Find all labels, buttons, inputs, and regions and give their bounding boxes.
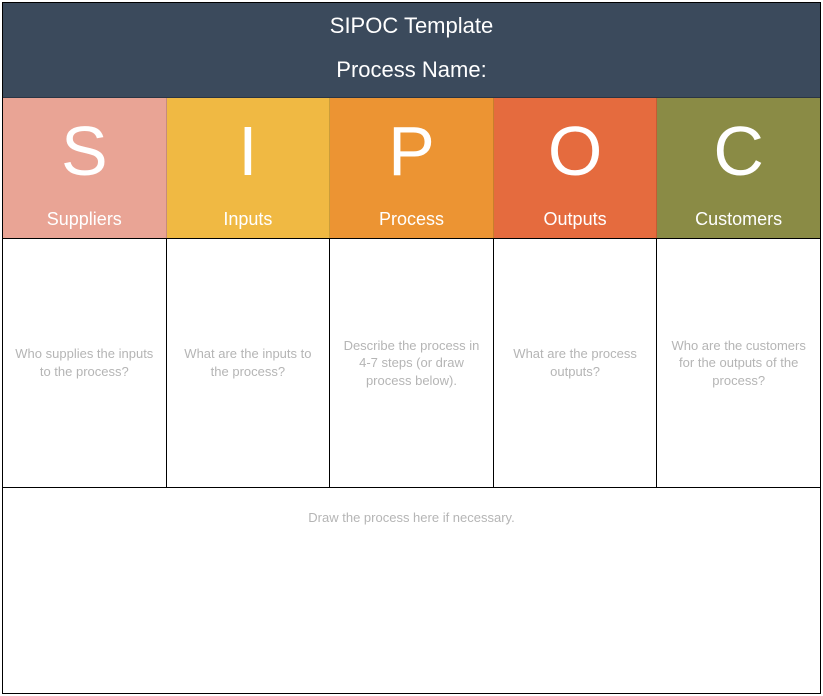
col-label-process: Process — [330, 203, 493, 238]
col-letter-p: P — [388, 98, 435, 203]
prompt-suppliers: Who supplies the inputs to the process? — [3, 238, 167, 487]
prompts-row: Who supplies the inputs to the process? … — [3, 238, 820, 487]
col-head-process: P Process — [330, 98, 494, 238]
col-label-suppliers: Suppliers — [3, 203, 166, 238]
col-letter-c: C — [713, 98, 764, 203]
col-head-inputs: I Inputs — [167, 98, 331, 238]
prompt-process: Describe the process in 4-7 steps (or dr… — [330, 238, 494, 487]
col-head-customers: C Customers — [657, 98, 820, 238]
col-label-inputs: Inputs — [167, 203, 330, 238]
col-label-customers: Customers — [657, 203, 820, 238]
col-head-suppliers: S Suppliers — [3, 98, 167, 238]
prompt-customers: Who are the customers for the outputs of… — [657, 238, 820, 487]
template-title: SIPOC Template — [3, 13, 820, 39]
process-name-label: Process Name: — [3, 57, 820, 83]
col-label-outputs: Outputs — [494, 203, 657, 238]
column-headers-row: S Suppliers I Inputs P Process O Outputs… — [3, 98, 820, 238]
col-letter-o: O — [548, 98, 602, 203]
sipoc-container: SIPOC Template Process Name: S Suppliers… — [2, 2, 821, 694]
col-letter-s: S — [61, 98, 108, 203]
draw-area-label: Draw the process here if necessary. — [308, 510, 514, 525]
prompt-inputs: What are the inputs to the process? — [167, 238, 331, 487]
col-head-outputs: O Outputs — [494, 98, 658, 238]
draw-area: Draw the process here if necessary. — [3, 487, 820, 693]
col-letter-i: I — [238, 98, 257, 203]
header: SIPOC Template Process Name: — [3, 3, 820, 98]
prompt-outputs: What are the process outputs? — [494, 238, 658, 487]
